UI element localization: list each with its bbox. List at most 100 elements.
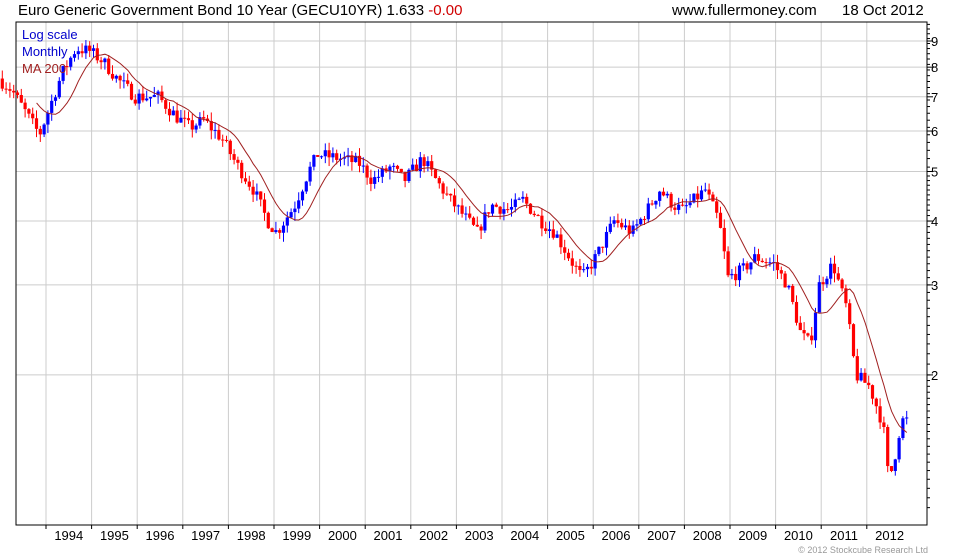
candle-body [635,224,639,226]
candle-body [217,129,221,140]
candle-body [126,80,130,84]
candle-body [247,181,251,187]
candle-body [266,212,270,229]
candle-body [137,93,141,104]
candle-body [620,222,624,228]
candle-body [749,262,753,270]
y-tick-label: 6 [931,124,938,139]
candle-body [798,322,802,331]
candle-body [380,168,384,177]
site-link[interactable]: www.fullermoney.com [672,2,817,19]
candle-body [0,78,4,89]
candle-body [430,161,434,170]
candle-body [544,228,548,231]
candle-body [703,189,707,191]
candle-body [278,230,282,233]
candle-body [734,273,738,281]
candle-body [95,48,99,61]
candle-body [696,193,700,200]
candle-body [825,278,829,285]
candle-body [612,220,616,224]
candle-body [289,212,293,218]
candle-body [639,218,643,225]
candle-body [99,60,103,63]
candle-body [646,203,650,220]
candle-body [300,191,305,201]
candle-body [578,266,582,270]
candle-body [251,186,255,195]
x-tick-label: 2000 [328,528,357,543]
candle-body [175,110,179,123]
candle-body [209,121,213,131]
x-tick-label: 2009 [738,528,767,543]
candle-body [198,117,202,126]
x-tick-label: 1998 [237,528,266,543]
candle-body [642,218,647,220]
candle-body [118,75,122,81]
candle-body [194,125,198,130]
candle-body [335,153,339,160]
candle-body [342,157,346,159]
candle-body [677,204,681,210]
candle-body [19,95,23,103]
candle-body [156,91,160,95]
candle-body [255,191,259,195]
candle-body [426,161,430,167]
candle-body [452,195,457,207]
x-tick-label: 2004 [510,528,539,543]
candle-body [715,201,719,213]
candle-body [133,99,137,104]
candle-body [525,196,529,204]
candle-body [274,230,278,233]
chart-date: 18 Oct 2012 [842,2,924,19]
candle-body [8,89,12,91]
candle-body [631,225,635,234]
candle-body [506,209,510,211]
candle-body [851,324,856,357]
candle-body [661,191,666,196]
candle-body [323,150,327,157]
candle-body [34,118,39,129]
x-tick-label: 1994 [54,528,83,543]
legend-period: Monthly [22,44,68,59]
x-tick-label: 2007 [647,528,676,543]
candle-body [392,165,396,167]
candle-body [623,225,628,228]
candle-body [186,118,191,121]
candle-body [456,205,460,207]
candle-body [350,155,354,163]
candle-body [232,154,236,160]
candle-body [376,176,381,178]
x-tick-label: 1999 [282,528,311,543]
candle-body [502,209,506,214]
candle-body [882,422,886,428]
x-tick-label: 2011 [830,528,858,543]
candle-body [167,108,172,116]
candle-body [532,213,536,216]
candle-body [399,168,403,173]
candle-body [76,51,80,55]
candle-body [745,263,749,270]
candle-body [893,459,897,472]
candle-body [316,155,320,157]
candle-body [582,269,586,271]
candle-body [756,254,761,261]
candle-body [141,93,145,101]
candle-body [775,262,780,271]
candle-body [718,212,723,228]
candle-body [517,198,521,200]
candle-body [449,193,453,196]
candle-body [281,225,286,233]
candle-body [886,427,890,467]
candle-body [692,193,696,203]
candle-body [384,168,388,172]
candle-body [597,246,601,255]
candle-body [418,157,422,172]
candle-body [498,206,502,214]
candle-body [874,398,878,407]
candle-body [285,217,289,226]
candle-body [859,372,863,381]
candle-body [12,90,16,93]
candle-body [471,217,476,225]
candle-body [312,155,316,167]
